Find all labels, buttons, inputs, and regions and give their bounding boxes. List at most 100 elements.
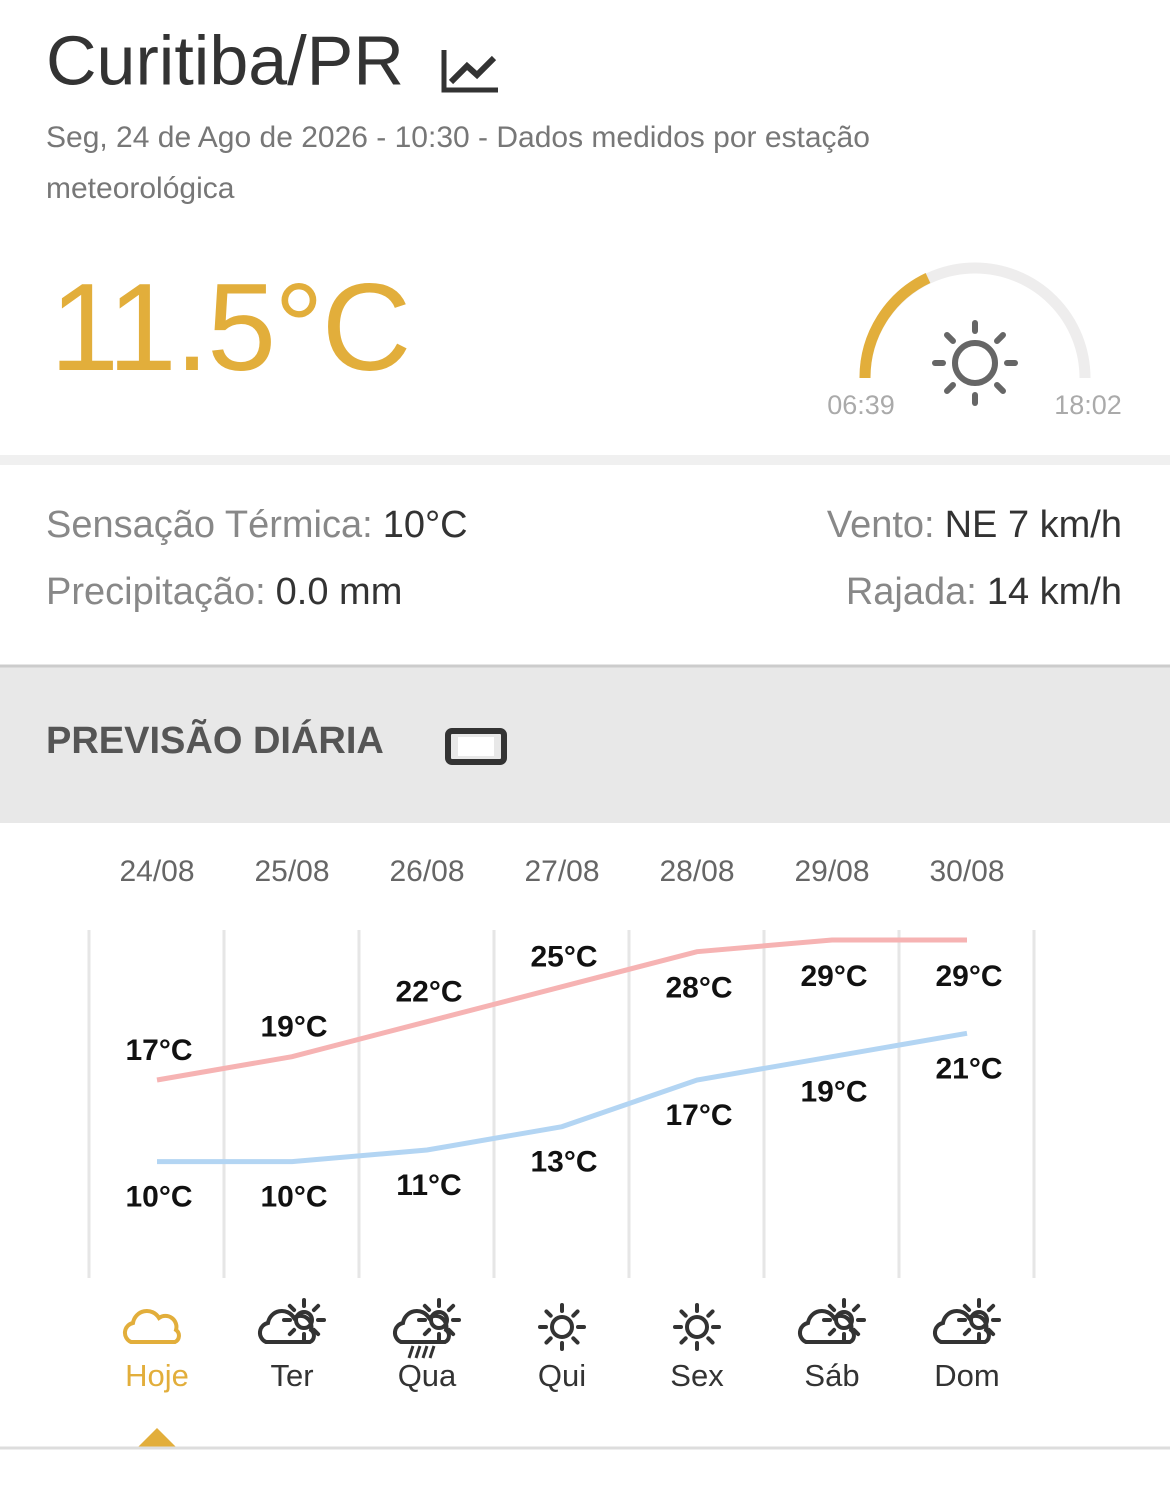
detail-row: Rajada: 14 km/h <box>846 571 1122 613</box>
sunset: 18:02 <box>1054 390 1122 420</box>
min-temp-label: 10°C <box>125 1181 192 1214</box>
sun-ray <box>827 1303 837 1313</box>
sun-ray <box>827 1327 837 1337</box>
sun <box>834 1310 854 1330</box>
detail-label: Rajada: <box>846 571 977 613</box>
date-label: 30/08 <box>929 855 1004 888</box>
weather-icon <box>392 1298 461 1359</box>
date-label: 27/08 <box>524 855 599 888</box>
day-label[interactable]: Ter <box>270 1358 313 1393</box>
min-temp-label: 13°C <box>530 1146 597 1179</box>
chart-icon[interactable] <box>441 50 498 93</box>
max-temp-label: 22°C <box>395 976 462 1009</box>
date-label: 25/08 <box>254 855 329 888</box>
max-temp-label: 25°C <box>530 941 597 974</box>
detail-label: Sensação Térmica: <box>46 504 373 546</box>
detail-row: Vento: NE 7 km/h <box>827 504 1122 546</box>
min-temp-label: 19°C <box>800 1076 867 1109</box>
subtitle-box: Seg, 24 de Ago de 2026 - 10:30 - Dados m… <box>46 121 870 205</box>
max-temp-label: 28°C <box>665 972 732 1005</box>
min-temp-label: 11°C <box>396 1169 461 1202</box>
sun-ray <box>679 1336 688 1345</box>
max-values-line <box>156 937 967 1083</box>
day-label[interactable]: Qua <box>398 1358 457 1393</box>
sun-ray <box>311 1327 321 1337</box>
day-label[interactable]: Qui <box>538 1358 586 1393</box>
min-temp-label: 10°C <box>260 1181 327 1214</box>
date-label: 24/08 <box>119 855 194 888</box>
sun-ray <box>851 1327 861 1337</box>
sun-ray <box>706 1336 715 1345</box>
details: Sensação Térmica: 10°C Precipitação: 0.0 mm… <box>46 504 1122 613</box>
sun-icon <box>932 320 1018 406</box>
detail-value: 0.0 mm <box>276 571 403 613</box>
sun-ray <box>962 1303 972 1313</box>
sun <box>294 1310 314 1330</box>
sun <box>429 1310 449 1330</box>
sun-ray <box>962 1327 972 1337</box>
day-progress <box>859 273 931 379</box>
cloud <box>392 1308 451 1344</box>
sun-ray <box>851 1303 861 1313</box>
min-temp-label: 21°C <box>935 1052 1002 1085</box>
sun-ray <box>544 1336 553 1345</box>
sun-ray <box>571 1309 580 1318</box>
day-label[interactable]: Dom <box>934 1358 999 1393</box>
rain-drop <box>407 1345 415 1359</box>
sun-ray <box>311 1303 321 1313</box>
rotate-icon[interactable] <box>445 728 507 765</box>
date-label: 28/08 <box>659 855 734 888</box>
detail-value: 14 km/h <box>987 571 1122 613</box>
divider <box>0 455 1170 465</box>
sun-ray <box>287 1303 297 1313</box>
detail-row: Precipitação: 0.0 mm <box>46 571 402 613</box>
max-temp-label: 17°C <box>125 1034 192 1067</box>
sun-ray <box>706 1309 715 1318</box>
detail-value: 10°C <box>383 504 468 546</box>
detail-label: Vento: <box>827 504 935 546</box>
sunrise: 06:39 <box>827 390 895 420</box>
day-label[interactable]: Sex <box>670 1358 724 1393</box>
forecast-chart: 24/08 25/08 26/08 27/08 28/08 29/08 30/08 17°C 1… <box>87 855 1036 1447</box>
subtitle: Seg, 24 de Ago de 2026 - 10:30 - Dados m… <box>46 121 870 205</box>
detail-value: NE 7 km/h <box>945 504 1122 546</box>
rain-drop <box>414 1345 422 1359</box>
weather-icon <box>538 1303 586 1351</box>
sun-ray <box>986 1303 996 1313</box>
date-label: 26/08 <box>389 855 464 888</box>
sun-ray <box>422 1327 432 1337</box>
cloud <box>797 1308 856 1344</box>
sun <box>969 1310 989 1330</box>
city-title: Curitiba/PR <box>46 21 404 99</box>
sun <box>550 1315 574 1339</box>
rain-drop <box>421 1345 429 1359</box>
sun-ray <box>679 1309 688 1318</box>
max-temp-label: 29°C <box>800 960 867 993</box>
selected-indicator <box>138 1428 176 1447</box>
date-label: 29/08 <box>794 855 869 888</box>
detail-label: Precipitação: <box>46 571 266 613</box>
rain-drop <box>428 1345 436 1359</box>
weather-icon <box>673 1303 721 1351</box>
day-label[interactable]: Hoje <box>125 1358 189 1393</box>
sun-ray <box>446 1303 456 1313</box>
day-label[interactable]: Sáb <box>804 1358 859 1393</box>
weather-icon <box>797 1298 866 1344</box>
sun-ray <box>544 1309 553 1318</box>
min-temp-label: 17°C <box>665 1099 732 1132</box>
current-temperature: 11.5°C <box>50 259 409 397</box>
max-temp-label: 29°C <box>935 960 1002 993</box>
sun-ray <box>287 1327 297 1337</box>
weather-icon <box>122 1308 181 1344</box>
sun <box>685 1315 709 1339</box>
sun-ray <box>571 1336 580 1345</box>
sun-ray <box>986 1327 996 1337</box>
cloud <box>257 1308 316 1344</box>
sun-ray <box>446 1327 456 1337</box>
section-title: PREVISÃO DIÁRIA <box>46 718 384 762</box>
detail-row: Sensação Térmica: 10°C <box>46 504 468 546</box>
cloud <box>932 1308 991 1344</box>
section-header <box>0 665 1170 823</box>
weather-icon <box>932 1298 1001 1344</box>
